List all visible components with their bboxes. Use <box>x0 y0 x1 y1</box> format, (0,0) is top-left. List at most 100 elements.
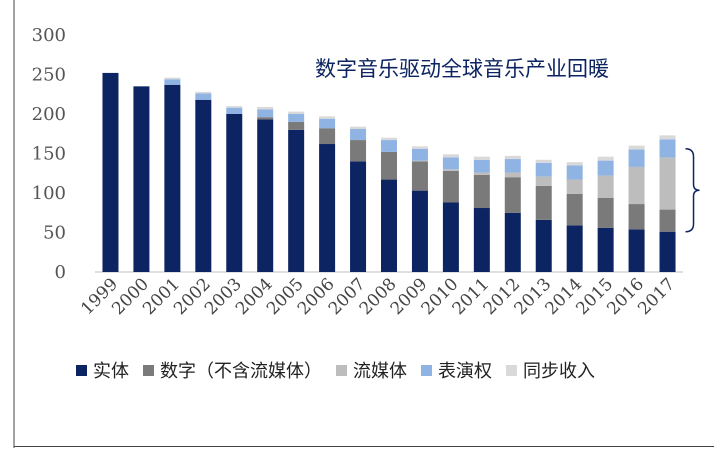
bar-segment <box>566 225 583 272</box>
bar-segment <box>319 118 336 129</box>
bar-segment <box>535 219 552 272</box>
bar-segment <box>164 84 181 273</box>
legend-item-digital: 数字（不含流媒体） <box>143 357 322 383</box>
legend-item-streaming: 流媒体 <box>336 357 407 383</box>
chart-title: 数字音乐驱动全球音乐产业回暖 <box>315 57 609 81</box>
bar-segment <box>164 79 181 85</box>
bar-segment <box>350 129 367 141</box>
bar-segment <box>535 176 552 186</box>
bar-segment <box>319 144 336 272</box>
bottom-rule <box>14 446 714 447</box>
bar-segment <box>473 174 490 209</box>
bar-segment <box>350 140 367 162</box>
bar-segment <box>597 156 614 161</box>
bar-segment <box>319 128 336 145</box>
bar-segment <box>566 165 583 180</box>
bar-segment <box>226 107 243 114</box>
legend-item-sync: 同步收入 <box>506 357 595 383</box>
bar-segment <box>164 77 181 80</box>
legend-swatch-digital <box>143 364 154 376</box>
annotation-brace <box>685 148 700 233</box>
bar-segment <box>195 99 212 272</box>
bar-segment <box>628 145 645 150</box>
bar-segment <box>411 161 428 191</box>
legend-swatch-sync <box>506 364 517 376</box>
y-tick-label: 200 <box>32 104 66 125</box>
bar-segment <box>411 190 428 272</box>
legend-label-physical: 实体 <box>93 361 129 382</box>
legend-swatch-performance-rights <box>421 364 432 376</box>
bar-segment <box>504 155 521 160</box>
legend-label-digital: 数字（不含流媒体） <box>160 361 322 382</box>
bar-segment <box>288 121 305 130</box>
bar-segment <box>442 157 459 170</box>
bar-segment <box>535 185 552 220</box>
y-tick-label: 300 <box>32 25 66 46</box>
legend-label-sync: 同步收入 <box>523 361 595 382</box>
bar-segment <box>659 157 676 210</box>
bar-segment <box>473 208 490 272</box>
bar-segment <box>442 154 459 158</box>
chart-legend: 实体 数字（不含流媒体） 流媒体 表演权 同步收入 <box>76 357 609 383</box>
bar-segment <box>288 114 305 122</box>
bar-segment <box>566 162 583 166</box>
bar-segment <box>442 169 459 171</box>
bar-segment <box>381 137 397 141</box>
legend-label-streaming: 流媒体 <box>353 361 407 382</box>
bar-segment <box>288 111 305 114</box>
bar-segment <box>659 135 676 140</box>
bar-segment <box>504 159 521 173</box>
bar-segment <box>195 91 212 94</box>
bar-segment <box>597 160 614 176</box>
bar-segment <box>411 160 428 162</box>
bar-segment <box>381 179 397 272</box>
legend-item-performance-rights: 表演权 <box>421 357 492 383</box>
bar-segment <box>659 231 676 272</box>
bar-segment <box>257 106 274 110</box>
legend-label-performance-rights: 表演权 <box>438 361 492 382</box>
bar-segment <box>628 229 645 272</box>
bar-segment <box>473 159 490 173</box>
y-tick-label: 50 <box>43 223 66 244</box>
bar-segment <box>504 212 521 272</box>
bar-segment <box>288 129 305 272</box>
bar-segment <box>442 202 459 272</box>
bar-segment <box>535 162 552 177</box>
bar-segment <box>226 114 243 272</box>
bar-segment <box>226 106 243 108</box>
bar-segment <box>350 126 367 130</box>
bar-segment <box>473 172 490 175</box>
legend-swatch-physical <box>76 364 87 376</box>
legend-item-physical: 实体 <box>76 357 129 383</box>
y-tick-label: 100 <box>32 183 66 204</box>
bar-segment <box>133 86 150 272</box>
bar-segment <box>504 177 521 213</box>
bar-segment <box>628 204 645 230</box>
bar-segment <box>628 149 645 167</box>
bar-segment <box>659 139 676 158</box>
bar-segment <box>628 166 645 205</box>
bar-segment <box>195 93 212 100</box>
y-tick-label: 150 <box>32 144 66 165</box>
bar-segment <box>566 193 583 226</box>
bar-segment <box>504 172 521 178</box>
bar-segment <box>257 109 274 118</box>
bar-segment <box>566 179 583 194</box>
y-tick-label: 250 <box>32 65 66 86</box>
x-tick-label: 2017 <box>634 274 679 319</box>
bar-segment <box>102 72 119 272</box>
y-tick-label: 0 <box>55 262 66 283</box>
bar-segment <box>350 161 367 272</box>
legend-swatch-streaming <box>336 364 347 376</box>
bar-segment <box>597 197 614 228</box>
bar-segment <box>442 170 459 203</box>
bar-segment <box>257 117 274 120</box>
bar-segment <box>659 209 676 232</box>
bar-segment <box>411 148 428 161</box>
bar-segment <box>381 151 397 180</box>
bar-segment <box>319 116 336 119</box>
bar-segment <box>535 159 552 163</box>
bar-segment <box>257 119 274 272</box>
